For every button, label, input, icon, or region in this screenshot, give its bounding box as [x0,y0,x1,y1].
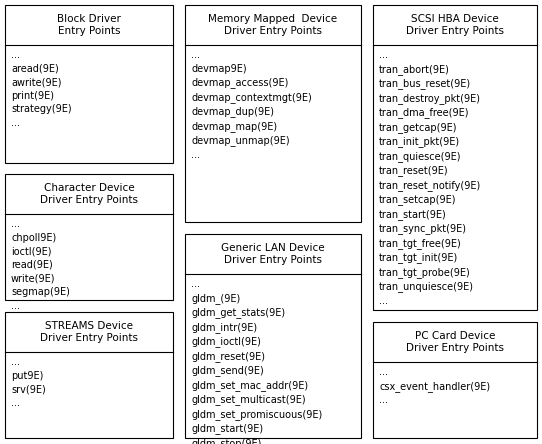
Bar [373,5,537,310]
Bar [5,174,173,300]
Text: ...
put9E)
srv(9E)
...: ... put9E) srv(9E) ... [11,357,46,408]
Text: STREAMS Device
Driver Entry Points: STREAMS Device Driver Entry Points [40,321,138,343]
Text: Generic LAN Device
Driver Entry Points: Generic LAN Device Driver Entry Points [221,243,325,265]
Text: ...
gldm_(9E)
gldm_get_stats(9E)
gldm_intr(9E)
gldm_ioctl(9E)
gldm_reset(9E)
gld: ... gldm_(9E) gldm_get_stats(9E) gldm_in… [191,279,322,444]
Text: ...
aread(9E)
awrite(9E)
print(9E)
strategy(9E)
...: ... aread(9E) awrite(9E) print(9E) strat… [11,50,72,128]
Text: SCSI HBA Device
Driver Entry Points: SCSI HBA Device Driver Entry Points [406,14,504,36]
Text: ...
devmap9E)
devmap_access(9E)
devmap_contextmgt(9E)
devmap_dup(9E)
devmap_map(: ... devmap9E) devmap_access(9E) devmap_c… [191,50,312,160]
Bar [5,312,173,438]
Bar [5,5,173,163]
Text: ...
tran_abort(9E)
tran_bus_reset(9E)
tran_destroy_pkt(9E)
tran_dma_free(9E)
tra: ... tran_abort(9E) tran_bus_reset(9E) tr… [379,50,481,306]
Bar [185,5,361,222]
Text: PC Card Device
Driver Entry Points: PC Card Device Driver Entry Points [406,331,504,353]
Text: ...
chpoll9E)
ioctl(9E)
read(9E)
write(9E)
segmap(9E)
...: ... chpoll9E) ioctl(9E) read(9E) write(9… [11,219,70,311]
Text: ...
csx_event_handler(9E)
...: ... csx_event_handler(9E) ... [379,367,490,405]
Bar [185,234,361,438]
Text: Memory Mapped  Device
Driver Entry Points: Memory Mapped Device Driver Entry Points [209,14,338,36]
Text: Character Device
Driver Entry Points: Character Device Driver Entry Points [40,183,138,205]
Bar [373,322,537,438]
Text: Block Driver
Entry Points: Block Driver Entry Points [57,14,121,36]
